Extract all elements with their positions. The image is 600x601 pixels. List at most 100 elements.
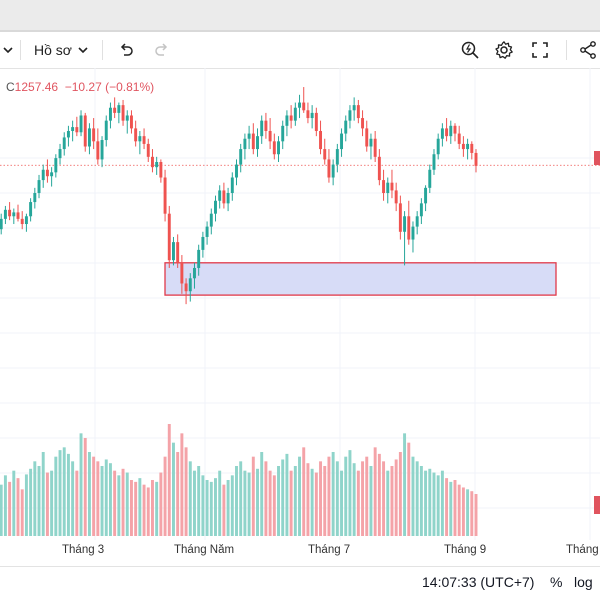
undo-button[interactable]	[112, 32, 140, 68]
candle-body	[197, 249, 201, 268]
tab-divider	[0, 30, 600, 32]
settings-button[interactable]	[490, 32, 518, 68]
candle-body	[209, 213, 213, 227]
volume-bar	[461, 487, 465, 536]
volume-bar	[243, 470, 247, 536]
volume-bar	[125, 472, 129, 536]
candle-body	[45, 169, 49, 177]
volume-bar	[268, 470, 272, 536]
volume-bar	[390, 466, 394, 536]
candle-body	[146, 143, 150, 157]
candle-body	[247, 133, 251, 139]
volume-bar	[398, 452, 402, 536]
volume-bar	[108, 463, 112, 536]
browser-tab-band	[0, 0, 600, 32]
volume-bar	[394, 459, 398, 536]
timeframe-chevron-button[interactable]	[0, 32, 16, 68]
volume-bar	[352, 463, 356, 536]
candle-body	[356, 105, 360, 119]
redo-button[interactable]	[148, 32, 176, 68]
candle-body	[348, 110, 352, 121]
volume-bar	[155, 481, 159, 536]
candle-body	[163, 177, 167, 214]
volume-bar	[323, 466, 327, 536]
candle-body	[29, 202, 33, 217]
volume-bar	[235, 466, 238, 536]
volume-bar	[386, 470, 390, 536]
candle-body	[390, 182, 394, 191]
time-axis: Tháng 3 Tháng Năm Tháng 7 Tháng 9 Tháng	[0, 540, 600, 562]
quick-search-button[interactable]	[456, 32, 484, 68]
volume-bar	[457, 484, 461, 536]
candle-body	[62, 137, 66, 150]
fullscreen-icon	[532, 42, 548, 58]
volume-bar	[62, 447, 66, 536]
candle-body	[457, 133, 461, 144]
candle-body	[403, 216, 407, 232]
fullscreen-button[interactable]	[526, 32, 554, 68]
toolbar-separator	[566, 40, 567, 60]
volume-bar	[104, 459, 108, 536]
candle-body	[331, 164, 335, 178]
candle-body	[323, 149, 327, 160]
close-value: 1257.46	[14, 80, 59, 94]
candle-body	[474, 152, 478, 166]
candle-body	[117, 105, 121, 113]
clock-readout[interactable]: 14:07:33 (UTC+7)	[422, 574, 535, 590]
candle-body	[361, 118, 365, 129]
profile-dropdown[interactable]: Hồ sơ	[28, 32, 94, 68]
candle-body	[155, 162, 159, 168]
volume-bar	[453, 480, 457, 536]
candle-body	[432, 154, 436, 170]
candle-body	[226, 193, 230, 204]
candle-body	[54, 158, 58, 173]
price-chart[interactable]	[0, 68, 600, 540]
candle-body	[214, 200, 217, 214]
candle-body	[386, 182, 390, 194]
candle-body	[256, 136, 259, 150]
volume-bar	[407, 442, 411, 536]
volume-bar	[327, 456, 331, 536]
share-button[interactable]	[576, 32, 600, 68]
candle-body	[243, 138, 247, 150]
candle-body	[251, 133, 255, 150]
candle-body	[129, 115, 133, 129]
percent-scale-toggle[interactable]: %	[550, 574, 563, 590]
candle-body	[277, 141, 280, 155]
volume-bar	[71, 461, 75, 536]
volume-bar	[188, 461, 192, 536]
toolbar-separator	[20, 40, 21, 60]
candle-body	[142, 136, 146, 144]
chevron-down-icon	[78, 47, 88, 54]
candle-body	[138, 136, 142, 142]
candle-body	[302, 102, 306, 111]
candle-body	[398, 203, 402, 232]
log-scale-toggle[interactable]: log	[574, 574, 593, 590]
candle-body	[184, 283, 188, 292]
candle-body	[281, 125, 285, 142]
volume-bar	[209, 481, 213, 536]
candle-body	[293, 107, 297, 121]
volume-bar	[54, 456, 58, 536]
volume-bar	[176, 452, 180, 536]
candle-body	[108, 107, 112, 121]
volume-bar	[0, 484, 3, 536]
volume-bar	[369, 466, 373, 536]
support-zone-rectangle	[164, 262, 557, 296]
candle-body	[352, 105, 356, 111]
volume-bar	[373, 447, 377, 536]
candle-body	[113, 107, 117, 113]
x-label-july: Tháng 7	[308, 544, 351, 556]
candle-body	[449, 125, 453, 137]
volume-bar	[33, 461, 37, 536]
x-label-may: Tháng Năm	[174, 544, 235, 556]
volume-bar	[58, 450, 62, 536]
candle-body	[8, 209, 12, 217]
candle-body	[3, 209, 7, 219]
quick-search-icon	[461, 41, 479, 59]
candle-body	[24, 216, 28, 225]
volume-bar	[251, 456, 255, 536]
volume-bar	[50, 470, 54, 536]
volume-bar	[340, 470, 344, 536]
close-label: C	[6, 80, 15, 94]
